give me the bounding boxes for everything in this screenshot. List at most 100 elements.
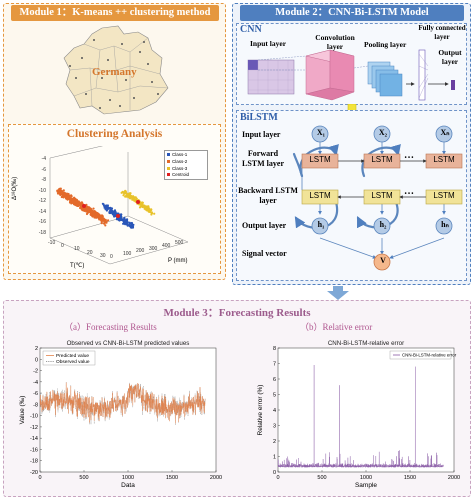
y-tick-label: 6 xyxy=(273,377,276,383)
y-tick-label: 0 xyxy=(35,357,38,363)
cluster-point xyxy=(105,209,108,212)
cluster-point xyxy=(64,193,67,196)
cluster-point xyxy=(85,206,88,209)
bilstm-row-output: Output layer xyxy=(242,221,287,230)
module-flow-arrow xyxy=(327,286,349,300)
cluster-point xyxy=(67,196,70,200)
cluster-title: Clustering Analysis xyxy=(66,128,163,140)
y-tick-label: 500 xyxy=(175,240,184,246)
cnn-conv-block xyxy=(305,49,355,101)
cluster-z-label: Δ¹⁸O(‰) xyxy=(12,176,18,200)
cluster-point xyxy=(106,204,109,207)
y-tick-label: -20 xyxy=(30,470,38,476)
cnn-fc-column xyxy=(418,49,426,101)
cluster-point xyxy=(134,196,137,199)
x-axis-label: Data xyxy=(121,482,135,489)
cnn-label: CNN xyxy=(240,24,262,35)
cluster-point xyxy=(96,212,99,215)
bilstm-diagram xyxy=(292,125,463,271)
y-tick-label: 7 xyxy=(273,362,276,368)
cluster-point xyxy=(117,218,120,221)
cluster-point xyxy=(126,195,130,198)
x-tick-label: 1000 xyxy=(122,475,134,481)
cluster-point xyxy=(150,208,153,211)
cnn-pool-block xyxy=(367,61,403,97)
cluster-point xyxy=(75,199,78,202)
legend-class3: Class-3 xyxy=(167,166,205,173)
y-axis-label: Value (‰) xyxy=(19,396,26,425)
cluster-point xyxy=(62,194,65,197)
cluster-point xyxy=(105,206,108,209)
x-tick-label: 1500 xyxy=(166,475,178,481)
module2-title: Module 2：CNN-Bi-LSTM Model xyxy=(240,5,464,21)
bilstm-x-nodes xyxy=(311,125,453,143)
cluster-point xyxy=(71,199,75,202)
cluster-x-label: T(℃) xyxy=(70,263,85,269)
cluster-point xyxy=(121,191,124,194)
cluster-point xyxy=(153,212,156,215)
germany-map xyxy=(63,25,169,115)
cluster-point xyxy=(108,207,111,210)
cluster-point xyxy=(125,192,128,195)
cluster-point xyxy=(69,198,73,201)
x-axis-label: Sample xyxy=(355,482,377,489)
chart-title: CNN-Bi-LSTM-relative error xyxy=(328,340,404,347)
x-tick-label: 0 xyxy=(276,475,279,481)
cluster-point xyxy=(93,211,96,214)
cluster-point xyxy=(150,211,153,214)
x-tick-label: -10 xyxy=(48,240,56,246)
cluster-point xyxy=(146,205,150,208)
cluster-point xyxy=(146,208,149,212)
cluster-point xyxy=(70,195,73,198)
forecast-chart: Observed vs CNN-Bi-LSTM predicted values… xyxy=(19,340,222,489)
bilstm-row-backward: Backward LSTM layer xyxy=(238,186,298,205)
y-tick-label: 300 xyxy=(149,245,158,252)
cluster-point xyxy=(128,196,131,200)
x-tick-label: 10 xyxy=(74,246,80,253)
cluster-point xyxy=(74,197,77,200)
cluster-point xyxy=(57,189,60,192)
z-tick-label: -16 xyxy=(38,219,46,225)
bilstm-v-node-shape xyxy=(373,253,391,271)
cluster-legend: Class-1 Class-2 Class-3 Centroid xyxy=(164,150,208,180)
legend-class1: Class-1 xyxy=(167,152,205,159)
module1-title: Module 1：K-means ++ clustering method xyxy=(11,5,219,21)
bilstm-label: BiLSTM xyxy=(240,112,278,123)
cluster-point xyxy=(131,226,134,229)
y-tick-label: -10 xyxy=(30,414,38,420)
cluster-z-ticks: -4 -6 -8 -10 -12 -14 -16 -18 xyxy=(32,156,50,240)
x-tick-label: 500 xyxy=(317,475,326,481)
y-tick-label: 4 xyxy=(273,408,276,414)
bilstm-backward-cells xyxy=(301,189,463,205)
z-tick-label: -10 xyxy=(38,187,46,194)
cnn-output-label: Output layer xyxy=(438,48,462,66)
cluster-point xyxy=(113,213,117,217)
x-tick-label: 0 xyxy=(61,243,64,250)
cluster-point xyxy=(102,204,106,207)
cluster-y-label: P (mm) xyxy=(168,258,188,264)
y-tick-label: 5 xyxy=(273,393,276,399)
cluster-point xyxy=(67,195,70,198)
cluster-point xyxy=(128,195,131,198)
cluster-point xyxy=(96,214,99,217)
cluster-point xyxy=(92,207,95,210)
y-tick-label: 200 xyxy=(136,248,145,255)
cluster-point xyxy=(129,224,132,228)
x1-label: X₁ xyxy=(316,128,326,137)
cluster-point xyxy=(114,210,117,213)
cluster-3d-scatter xyxy=(49,146,189,265)
forward-lstm-label-1: LSTM xyxy=(309,155,331,164)
plot-area xyxy=(39,347,217,473)
y-tick-label: 2 xyxy=(273,439,276,445)
xn-label: Xₙ xyxy=(440,128,450,137)
cluster-point xyxy=(63,191,66,194)
backward-lstm-label-n: LSTM xyxy=(433,191,455,200)
predicted-series-line xyxy=(39,382,206,424)
cluster-point xyxy=(80,202,83,205)
x-tick-label: 1500 xyxy=(404,475,416,481)
cnn-output-bar xyxy=(451,80,455,90)
x-tick-label: 2000 xyxy=(448,475,460,481)
legend-box xyxy=(42,350,96,366)
